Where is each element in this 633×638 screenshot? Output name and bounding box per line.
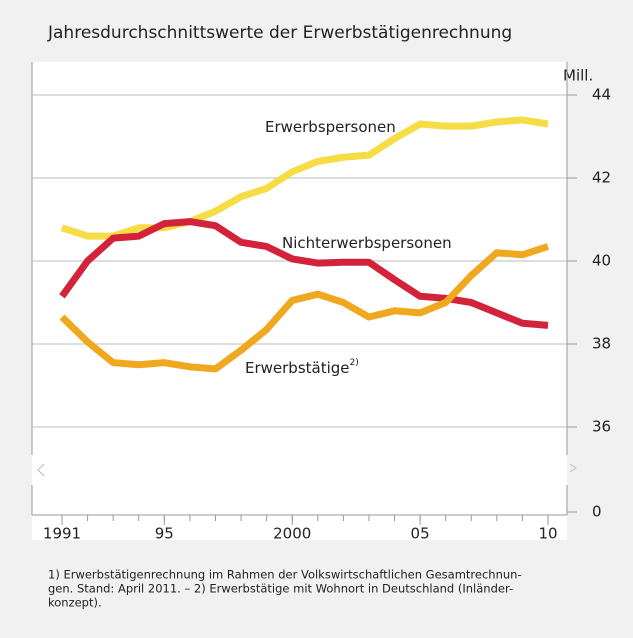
axis-break <box>569 463 577 473</box>
series-name: Nichterwerbspersonen <box>282 234 452 252</box>
y-tick-label: 40 <box>592 252 611 270</box>
y-tick-label: 38 <box>592 335 611 353</box>
series-name: Erwerbspersonen <box>265 118 396 136</box>
y-tick-label: 42 <box>592 169 611 187</box>
y-unit: Mill. <box>563 67 593 85</box>
line <box>59 243 550 373</box>
footnote: 1) Erwerbstätigenrechnung im Rahmen der … <box>48 568 522 582</box>
x-tick-label: 05 <box>411 525 430 543</box>
note-ref: 2) <box>350 358 359 368</box>
x-tick-label: 2000 <box>273 525 311 543</box>
x-tick-label: 95 <box>155 525 174 543</box>
series-label: Erwerbspersonen <box>265 118 396 136</box>
x-tick-label: 10 <box>538 525 557 543</box>
chart-title: Jahresdurchschnittswerte der Erwerbstäti… <box>47 23 512 43</box>
footnote: konzept). <box>48 596 102 610</box>
line <box>60 116 549 240</box>
axis-break <box>37 463 45 477</box>
y-tick-label: 0 <box>592 503 602 521</box>
x-tick-label: 1991 <box>43 525 81 543</box>
y-tick-label: 44 <box>592 86 611 104</box>
series-name: Erwerbstätige <box>245 359 350 377</box>
line <box>59 218 549 329</box>
series-label: Nichterwerbspersonen <box>282 234 452 252</box>
series-label: Erwerbstätige2) <box>245 358 359 377</box>
footnote: gen. Stand: April 2011. – 2) Erwerbstäti… <box>48 582 513 596</box>
y-tick-label: 36 <box>592 418 611 436</box>
